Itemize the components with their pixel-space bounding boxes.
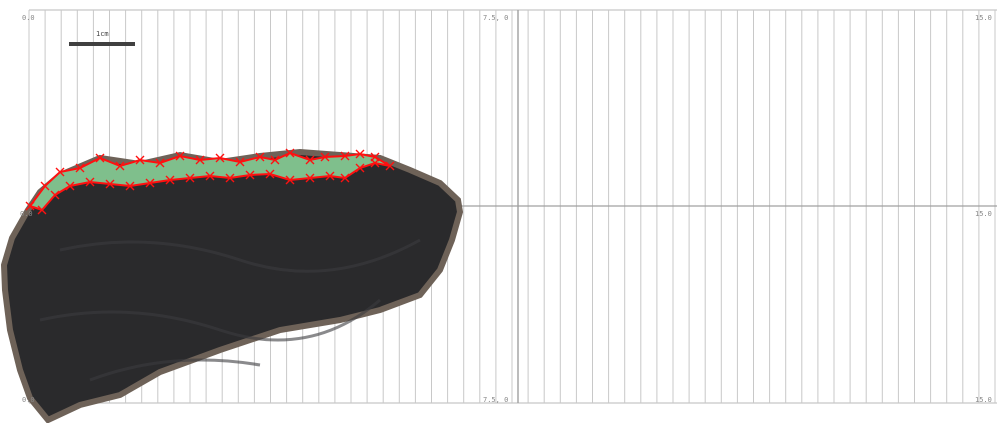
edge-marker [85,177,95,187]
edge-marker [270,155,280,165]
edge-marker [325,171,335,181]
edge-marker [265,169,275,179]
edge-marker [355,163,365,173]
edge-marker [155,158,165,168]
edge-marker [95,153,105,163]
stone-texture [39,238,421,382]
edge-marker [340,173,350,183]
edge-marker [225,173,235,183]
grid-label-mid-left: 0.0 [20,210,33,218]
edge-markers [25,148,395,215]
edge-marker [50,190,60,200]
grid-label-bottom-left: 0.0 [22,396,35,404]
edge-marker [285,175,295,185]
edge-marker [285,148,295,158]
edge-marker [245,170,255,180]
edge-marker [320,152,330,162]
edge-marker [255,152,265,162]
edge-marker [135,155,145,165]
edge-marker [105,179,115,189]
edge-marker [65,181,75,191]
edge-marker [165,175,175,185]
edge-marker [385,161,395,171]
grid-label-top-right: 15.0 [975,14,992,22]
edge-marker [195,155,205,165]
stone-artifact [0,148,464,424]
scale-bar-label: 1cm [96,30,109,38]
edge-marker [115,161,125,171]
edge-marker [185,173,195,183]
edge-marker [55,167,65,177]
edge-marker [37,205,47,215]
edge-marker [25,201,35,211]
edge-marker [355,149,365,159]
edge-marker [305,155,315,165]
edge-marker [175,151,185,161]
edge-marker [205,171,215,181]
edge-marker [125,181,135,191]
edge-marker [370,158,380,168]
edge-marker [235,157,245,167]
grid-label-bottom-right: 15.0 [975,396,992,404]
edge-marker [215,153,225,163]
scale-bar [69,42,135,46]
grid-label-mid-right: 15.0 [975,210,992,218]
edge-marker [340,151,350,161]
edge-marker [40,181,50,191]
grid-label-top-left: 0.0 [22,14,35,22]
edge-marker [305,173,315,183]
grid-label-bottom-mid: 7.5, 0 [483,396,509,404]
edge-marker [145,178,155,188]
grid-label-top-mid: 7.5, 0 [483,14,509,22]
edge-marker [75,163,85,173]
